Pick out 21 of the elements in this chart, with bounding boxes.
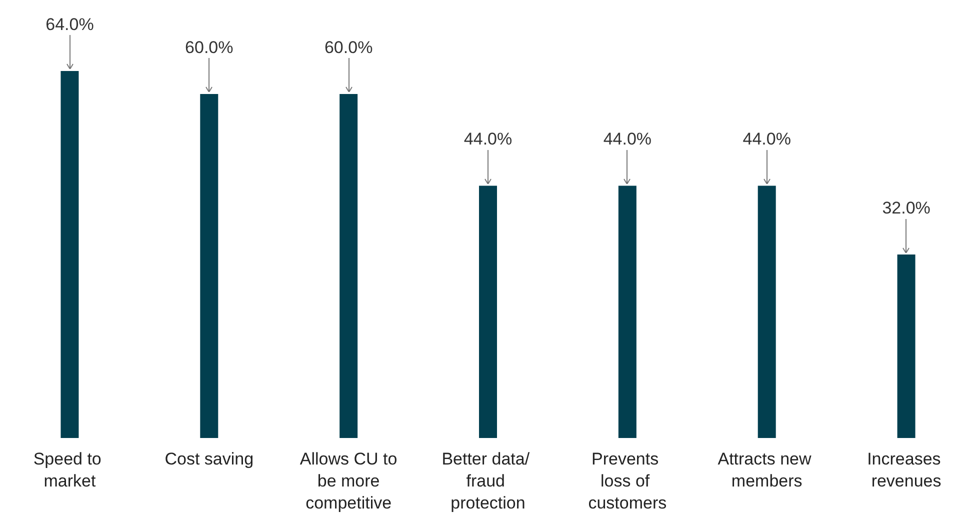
x-tick-label: Better data/ fraud protection bbox=[442, 450, 534, 512]
x-tick-label: Speed to market bbox=[33, 450, 106, 490]
x-tick-label: Prevents loss of customers bbox=[588, 450, 667, 512]
data-label: 32.0% bbox=[882, 198, 930, 218]
bar bbox=[897, 254, 916, 438]
bar bbox=[340, 94, 358, 438]
bar bbox=[758, 186, 776, 438]
data-label: 44.0% bbox=[603, 130, 652, 149]
x-tick-label: Attracts new members bbox=[718, 450, 816, 490]
x-tick-label: Allows CU to be more competitive bbox=[300, 450, 398, 512]
x-tick-label: Increases revenues bbox=[867, 450, 946, 490]
data-label: 60.0% bbox=[185, 38, 234, 57]
data-label: 60.0% bbox=[324, 38, 373, 57]
data-label: 44.0% bbox=[464, 130, 512, 149]
x-tick-label: Cost saving bbox=[164, 450, 254, 468]
bar bbox=[60, 71, 79, 438]
data-label: 44.0% bbox=[742, 130, 791, 149]
bar bbox=[479, 186, 497, 438]
data-label: 64.0% bbox=[46, 15, 94, 34]
bar bbox=[618, 186, 636, 438]
bar bbox=[200, 94, 218, 438]
